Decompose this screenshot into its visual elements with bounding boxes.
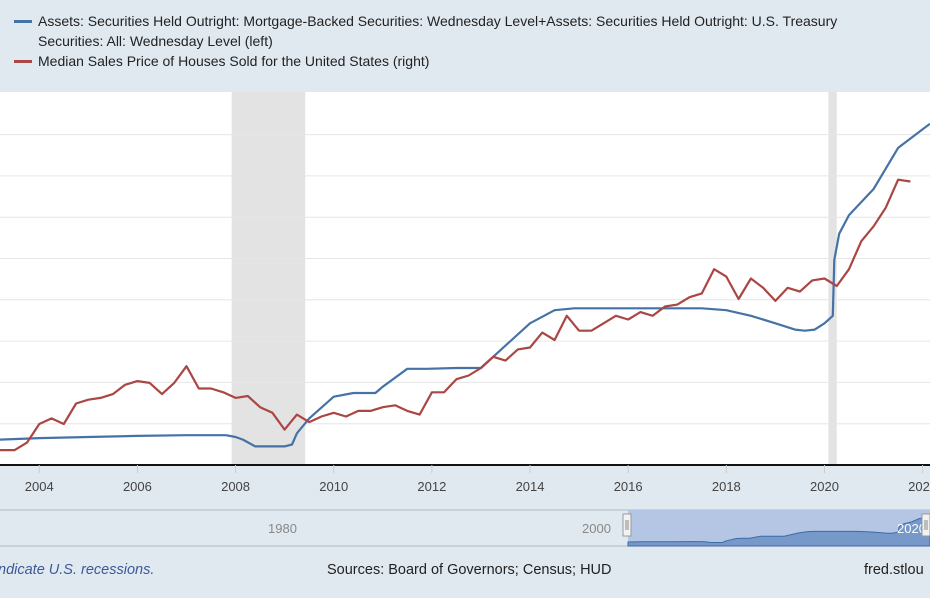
x-tick-label-2016: 2016: [614, 479, 643, 494]
x-tick-label-2018: 2018: [712, 479, 741, 494]
navigator-label-2020: 2020: [897, 521, 926, 536]
recession-band-1: [231, 92, 306, 465]
plot-background: [0, 92, 930, 465]
x-tick-label-2004: 2004: [25, 479, 54, 494]
recession-bands: [231, 92, 837, 465]
series-securities-line: [0, 122, 930, 448]
x-tick-label-2014: 2014: [516, 479, 545, 494]
series1-swatch: [14, 20, 32, 23]
legend-item-securities[interactable]: Assets: Securities Held Outright: Mortga…: [14, 11, 878, 51]
line-chart: 2004 2006 2008 2010 2012 2014 2016 2018 2020 2022: [0, 92, 930, 494]
series2-label: Median Sales Price of Houses Sold for th…: [38, 53, 430, 69]
series-house-price-line: [0, 178, 911, 452]
left-handle-grip[interactable]: [622, 513, 632, 537]
recession-band-2: [828, 92, 837, 465]
navigator-label-1980: 1980: [268, 521, 297, 536]
series2-swatch: [14, 60, 32, 63]
navigator-right-handle[interactable]: [921, 513, 930, 537]
legend: Assets: Securities Held Outright: Mortga…: [0, 0, 930, 92]
range-navigator[interactable]: 1980 2000 2020: [0, 508, 930, 548]
x-tick-label-2020: 2020: [810, 479, 839, 494]
x-axis-ticks: 2004 2006 2008 2010 2012 2014 2016 2018 2020 2022: [25, 465, 930, 494]
x-tick-label-2006: 2006: [123, 479, 152, 494]
legend-item-house-price[interactable]: Median Sales Price of Houses Sold for th…: [14, 51, 878, 71]
recession-note: ndicate U.S. recessions.: [0, 562, 155, 578]
navigator-label-2000: 2000: [582, 521, 611, 536]
x-tick-label-2010: 2010: [319, 479, 348, 494]
x-tick-label-2022: 2022: [908, 479, 930, 494]
x-tick-label-2012: 2012: [417, 479, 446, 494]
series1-label: Assets: Securities Held Outright: Mortga…: [38, 13, 838, 49]
fred-link[interactable]: fred.stlou: [864, 562, 924, 578]
navigator-series-area: [627, 515, 930, 547]
right-handle-grip[interactable]: [921, 513, 930, 537]
x-tick-label-2008: 2008: [221, 479, 250, 494]
grid-lines: [0, 134, 930, 425]
series-lines: [0, 122, 930, 452]
sources-text: Sources: Board of Governors; Census; HUD: [327, 562, 612, 578]
navigator-left-handle[interactable]: [622, 513, 632, 537]
